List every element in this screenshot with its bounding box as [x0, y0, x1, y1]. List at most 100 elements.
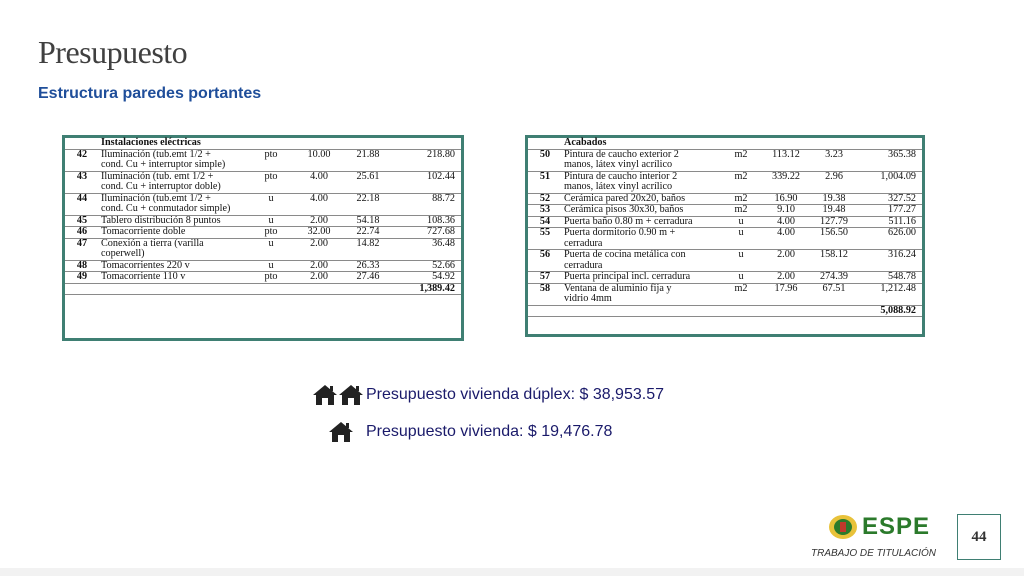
- row-total: 1,212.48: [856, 283, 922, 306]
- row-quantity: 16.90: [760, 193, 812, 205]
- row-number: 48: [65, 260, 99, 272]
- row-description: Puerta principal incl. cerradura: [562, 271, 722, 284]
- row-unit-price: 3.23: [812, 149, 856, 172]
- row-number: 47: [65, 238, 99, 261]
- row-quantity: 9.10: [760, 204, 812, 217]
- row-quantity: 17.96: [760, 283, 812, 306]
- table-row: 42 Iluminación (tub.emt 1/2 + cond. Cu + i…: [65, 149, 461, 172]
- row-quantity: 32.00: [293, 226, 345, 239]
- table-row: 49 Tomacorriente 110 v pto 2.00 27.46 54.92: [65, 271, 461, 284]
- row-quantity: 2.00: [293, 215, 345, 227]
- row-description: Ventana de aluminio fija y vidrio 4mm: [562, 283, 722, 306]
- table-row: 48 Tomacorrientes 220 v u 2.00 26.33 52.66: [65, 260, 461, 272]
- row-total: 1,004.09: [856, 171, 922, 194]
- row-unit-price: 25.61: [345, 171, 391, 194]
- row-total: 88.72: [391, 193, 461, 216]
- row-unit: u: [249, 193, 293, 216]
- table-instalaciones-electricas: Instalaciones eléctricas 42 Iluminación (…: [62, 135, 464, 341]
- summary-duplex-text: Presupuesto vivienda dúplex: $ 38,953.57: [366, 386, 664, 403]
- table-row: 51 Pintura de caucho interior 2 manos, lát…: [528, 171, 922, 194]
- table-row: 52 Cerámica pared 20x20, baños m2 16.90 19.3…: [528, 193, 922, 205]
- row-quantity: 2.00: [760, 271, 812, 284]
- row-number: 49: [65, 271, 99, 284]
- row-description: Iluminación (tub.emt 1/2 + cond. Cu + con…: [99, 193, 249, 216]
- row-unit-price: 274.39: [812, 271, 856, 284]
- row-quantity: 113.12: [760, 149, 812, 172]
- row-number: 54: [528, 216, 562, 228]
- row-description: Conexión a tierra (varilla coperwell): [99, 238, 249, 261]
- row-unit-price: 27.46: [345, 271, 391, 284]
- row-description: Cerámica pisos 30x30, baños: [562, 204, 722, 217]
- row-total: 727.68: [391, 226, 461, 239]
- row-number: 44: [65, 193, 99, 216]
- house-icon: [312, 384, 338, 406]
- page-number: 44: [957, 514, 1001, 560]
- row-total: 316.24: [856, 249, 922, 272]
- row-quantity: 4.00: [293, 193, 345, 216]
- table-total: 5,088.92: [856, 305, 922, 317]
- row-description: Iluminación (tub.emt 1/2 + cond. Cu + int…: [99, 149, 249, 172]
- row-total: 365.38: [856, 149, 922, 172]
- house-icon: [328, 421, 354, 443]
- double-house-icon: [312, 384, 364, 406]
- table-row: 44 Iluminación (tub.emt 1/2 + cond. Cu + c…: [65, 193, 461, 216]
- table-row: 53 Cerámica pisos 30x30, baños m2 9.10 19.48…: [528, 204, 922, 217]
- row-total: 102.44: [391, 171, 461, 194]
- row-unit: u: [722, 249, 760, 272]
- table-row: 45 Tablero distribución 8 puntos u 2.00 54.1…: [65, 215, 461, 227]
- row-number: 45: [65, 215, 99, 227]
- row-number: 50: [528, 149, 562, 172]
- slide-title: Presupuesto: [38, 34, 188, 70]
- row-unit: u: [249, 238, 293, 261]
- table-row: 50 Pintura de caucho exterior 2 manos, lát…: [528, 149, 922, 172]
- row-unit-price: 67.51: [812, 283, 856, 306]
- row-unit: u: [249, 260, 293, 272]
- row-total: 52.66: [391, 260, 461, 272]
- summary-single-text: Presupuesto vivienda: $ 19,476.78: [366, 423, 613, 440]
- row-unit: m2: [722, 204, 760, 217]
- row-number: 56: [528, 249, 562, 272]
- row-number: 43: [65, 171, 99, 194]
- row-description: Iluminación (tub. emt 1/2 + cond. Cu + in…: [99, 171, 249, 194]
- row-unit-price: 127.79: [812, 216, 856, 228]
- footer-caption: TRABAJO DE TITULACIÓN: [811, 548, 937, 559]
- table-header: Acabados: [562, 137, 922, 150]
- table-total-row: 1,389.42: [65, 283, 461, 295]
- table-row: 58 Ventana de aluminio fija y vidrio 4mm m2…: [528, 283, 922, 306]
- table-row: 43 Iluminación (tub. emt 1/2 + cond. Cu + …: [65, 171, 461, 194]
- row-unit: u: [249, 215, 293, 227]
- row-quantity: 2.00: [293, 271, 345, 284]
- row-number: 51: [528, 171, 562, 194]
- row-description: Cerámica pared 20x20, baños: [562, 193, 722, 205]
- table-total-row: 5,088.92: [528, 305, 922, 317]
- row-quantity: 10.00: [293, 149, 345, 172]
- row-unit: m2: [722, 171, 760, 194]
- row-quantity: 2.00: [293, 238, 345, 261]
- row-unit: u: [722, 227, 760, 250]
- table-row: 46 Tomacorriente doble pto 32.00 22.74 727.68: [65, 226, 461, 239]
- bottom-bar: [0, 568, 1024, 576]
- table-row: 47 Conexión a tierra (varilla coperwell) u 2…: [65, 238, 461, 261]
- row-unit: pto: [249, 226, 293, 239]
- row-number: 57: [528, 271, 562, 284]
- row-total: 218.80: [391, 149, 461, 172]
- row-description: Tomacorrientes 220 v: [99, 260, 249, 272]
- summary-single: Presupuesto vivienda: $ 19,476.78: [328, 421, 612, 443]
- table-row: 54 Puerta baño 0.80 m + cerradura u 4.00 127…: [528, 216, 922, 228]
- table-row: 57 Puerta principal incl. cerradura u 2.00 2…: [528, 271, 922, 284]
- table-total: 1,389.42: [391, 283, 461, 295]
- row-description: Tablero distribución 8 puntos: [99, 215, 249, 227]
- summary-duplex: Presupuesto vivienda dúplex: $ 38,953.57: [312, 384, 664, 406]
- row-quantity: 339.22: [760, 171, 812, 194]
- row-description: Tomacorriente doble: [99, 226, 249, 239]
- row-total: 54.92: [391, 271, 461, 284]
- row-description: Pintura de caucho exterior 2 manos, látex…: [562, 149, 722, 172]
- espe-logo: ESPE: [828, 514, 930, 540]
- row-total: 108.36: [391, 215, 461, 227]
- row-number: 42: [65, 149, 99, 172]
- slide-subtitle: Estructura paredes portantes: [38, 85, 262, 102]
- row-quantity: 4.00: [760, 216, 812, 228]
- row-unit-price: 26.33: [345, 260, 391, 272]
- row-unit: m2: [722, 283, 760, 306]
- row-unit-price: 158.12: [812, 249, 856, 272]
